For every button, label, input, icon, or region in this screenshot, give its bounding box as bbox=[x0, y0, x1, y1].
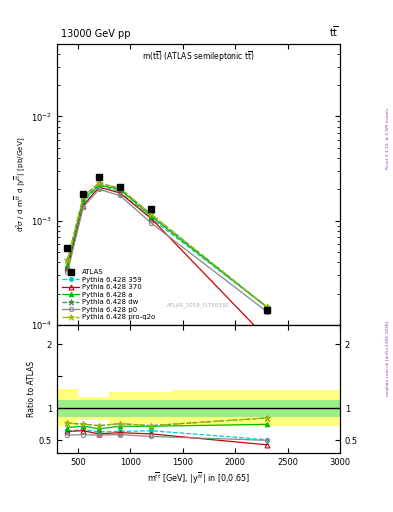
Line: Pythia 6.428 pro-q2o: Pythia 6.428 pro-q2o bbox=[64, 180, 270, 310]
Pythia 6.428 dw bbox=[264, 304, 269, 310]
Pythia 6.428 dw bbox=[97, 180, 101, 186]
Bar bbox=[172, 390, 340, 426]
Pythia 6.428 359 bbox=[97, 182, 101, 188]
Pythia 6.428 359 bbox=[149, 216, 154, 222]
Y-axis label: d$^2\!\sigma$ / d m$^{\overline{t}t}$ d |y$^{\overline{t}t}$| [pb/GeV]: d$^2\!\sigma$ / d m$^{\overline{t}t}$ d … bbox=[14, 137, 28, 232]
Bar bbox=[78, 397, 109, 420]
Pythia 6.428 370 bbox=[118, 190, 122, 196]
Pythia 6.428 p0 bbox=[97, 186, 101, 193]
Pythia 6.428 370 bbox=[264, 335, 269, 341]
ATLAS bbox=[65, 245, 70, 251]
Pythia 6.428 p0 bbox=[118, 193, 122, 199]
Pythia 6.428 a bbox=[81, 197, 86, 203]
Text: m(t$\overline{\rm t}$) (ATLAS semileptonic t$\overline{\rm t}$): m(t$\overline{\rm t}$) (ATLAS semilepton… bbox=[142, 49, 255, 64]
Y-axis label: Ratio to ATLAS: Ratio to ATLAS bbox=[27, 361, 36, 417]
Pythia 6.428 pro-q2o bbox=[149, 211, 154, 218]
ATLAS bbox=[81, 191, 86, 197]
Pythia 6.428 p0 bbox=[65, 269, 70, 275]
ATLAS bbox=[97, 175, 101, 181]
Pythia 6.428 a bbox=[149, 214, 154, 220]
Pythia 6.428 370 bbox=[81, 202, 86, 208]
Text: mcplots.cern.ch [arXiv:1306.3436]: mcplots.cern.ch [arXiv:1306.3436] bbox=[386, 321, 390, 396]
ATLAS bbox=[118, 184, 122, 190]
Bar bbox=[57, 400, 340, 417]
Text: ATLAS_2019_I1750330: ATLAS_2019_I1750330 bbox=[167, 303, 230, 308]
Pythia 6.428 pro-q2o bbox=[81, 194, 86, 200]
Line: Pythia 6.428 p0: Pythia 6.428 p0 bbox=[65, 187, 269, 314]
ATLAS bbox=[149, 206, 154, 212]
Pythia 6.428 370 bbox=[65, 265, 70, 271]
Line: Pythia 6.428 370: Pythia 6.428 370 bbox=[65, 185, 269, 340]
Line: Pythia 6.428 359: Pythia 6.428 359 bbox=[65, 183, 269, 309]
Legend: ATLAS, Pythia 6.428 359, Pythia 6.428 370, Pythia 6.428 a, Pythia 6.428 dw, Pyth: ATLAS, Pythia 6.428 359, Pythia 6.428 37… bbox=[61, 268, 157, 322]
Pythia 6.428 pro-q2o bbox=[97, 180, 101, 186]
ATLAS bbox=[264, 307, 269, 313]
Pythia 6.428 359 bbox=[81, 199, 86, 205]
Pythia 6.428 dw bbox=[81, 194, 86, 200]
Pythia 6.428 p0 bbox=[264, 308, 269, 314]
Text: Rivet 3.1.10, ≥ 3.5M events: Rivet 3.1.10, ≥ 3.5M events bbox=[386, 108, 390, 169]
Pythia 6.428 359 bbox=[65, 265, 70, 271]
Line: ATLAS: ATLAS bbox=[65, 175, 269, 313]
Pythia 6.428 pro-q2o bbox=[118, 185, 122, 191]
Text: t$\overline{\rm t}$: t$\overline{\rm t}$ bbox=[329, 24, 339, 39]
Pythia 6.428 370 bbox=[97, 184, 101, 190]
Pythia 6.428 a bbox=[264, 304, 269, 310]
Pythia 6.428 dw bbox=[149, 211, 154, 218]
Pythia 6.428 359 bbox=[264, 304, 269, 310]
Line: Pythia 6.428 a: Pythia 6.428 a bbox=[65, 183, 269, 309]
Pythia 6.428 pro-q2o bbox=[264, 304, 269, 310]
Pythia 6.428 a bbox=[118, 186, 122, 193]
Bar bbox=[109, 392, 172, 424]
Pythia 6.428 pro-q2o bbox=[65, 257, 70, 263]
Text: 13000 GeV pp: 13000 GeV pp bbox=[61, 29, 130, 39]
Pythia 6.428 359 bbox=[118, 188, 122, 195]
X-axis label: m$^{\overline{t}t}$ [GeV], |y$^{\overline{t}t}$| in [0,0.65]: m$^{\overline{t}t}$ [GeV], |y$^{\overlin… bbox=[147, 470, 250, 485]
Pythia 6.428 dw bbox=[65, 257, 70, 263]
Pythia 6.428 p0 bbox=[149, 220, 154, 226]
Pythia 6.428 a bbox=[65, 262, 70, 268]
Bar bbox=[57, 389, 78, 426]
Line: Pythia 6.428 dw: Pythia 6.428 dw bbox=[64, 180, 270, 310]
Pythia 6.428 a bbox=[97, 182, 101, 188]
Pythia 6.428 370 bbox=[149, 216, 154, 222]
Pythia 6.428 p0 bbox=[81, 204, 86, 210]
Pythia 6.428 dw bbox=[118, 185, 122, 191]
